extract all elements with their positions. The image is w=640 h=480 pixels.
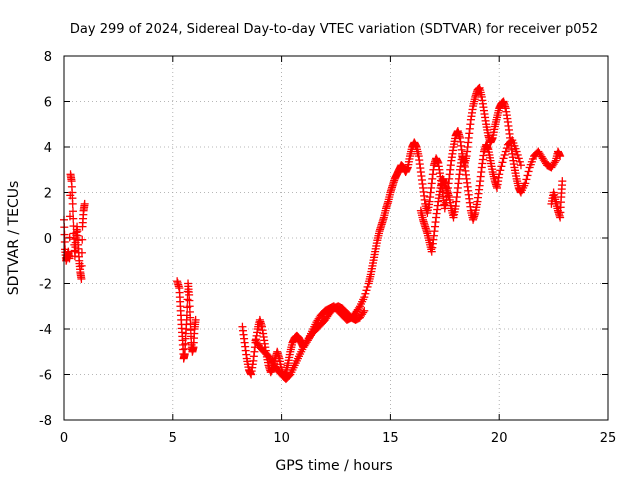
data-point <box>77 248 86 257</box>
chart-title: Day 299 of 2024, Sidereal Day-to-day VTE… <box>70 22 598 37</box>
data-point <box>68 207 77 216</box>
x-tick-label: 20 <box>491 431 508 446</box>
data-point <box>60 237 69 246</box>
data-points <box>60 83 567 384</box>
data-point <box>495 170 504 179</box>
data-point <box>524 167 533 176</box>
data-point <box>496 166 505 175</box>
data-point <box>521 179 530 188</box>
data-point <box>80 199 89 208</box>
data-point <box>515 157 524 166</box>
data-point <box>78 235 87 244</box>
y-axis-label: SDTVAR / TECUs <box>6 181 22 296</box>
y-tick-label: 2 <box>44 187 52 202</box>
data-point <box>522 175 531 184</box>
data-point <box>497 162 506 171</box>
data-point <box>363 282 372 291</box>
data-point <box>362 286 371 295</box>
data-point <box>360 293 369 302</box>
data-point <box>191 315 200 324</box>
data-point <box>77 261 86 270</box>
x-tick-label: 15 <box>382 431 399 446</box>
data-point <box>550 158 559 167</box>
data-point <box>65 254 74 263</box>
data-point <box>498 158 507 167</box>
y-tick-label: 4 <box>44 141 52 156</box>
data-point <box>523 171 532 180</box>
x-tick-label: 10 <box>273 431 290 446</box>
data-point <box>556 152 565 161</box>
data-point <box>361 289 370 298</box>
data-point <box>68 199 77 208</box>
x-axis-label: GPS time / hours <box>275 458 392 474</box>
data-point <box>77 274 86 283</box>
data-point <box>60 230 69 239</box>
data-point <box>500 150 509 159</box>
data-point <box>501 147 510 156</box>
y-tick-label: 0 <box>44 232 52 247</box>
data-point <box>514 154 523 163</box>
plot-frame <box>63 55 609 421</box>
data-point <box>502 144 511 153</box>
data-point <box>360 306 369 315</box>
data-point <box>558 177 567 186</box>
y-tick-label: 8 <box>44 50 52 65</box>
data-point <box>512 147 521 156</box>
data-point <box>359 308 368 317</box>
x-tick-label: 0 <box>60 431 68 446</box>
y-tick-label: -4 <box>39 323 52 338</box>
data-point <box>513 150 522 159</box>
grid-lines <box>64 56 608 420</box>
data-point <box>516 161 525 170</box>
y-tick-label: 6 <box>44 96 52 111</box>
y-tick-label: -6 <box>39 369 52 384</box>
y-tick-label: -8 <box>39 414 52 429</box>
data-point <box>499 154 508 163</box>
x-tick-label: 5 <box>169 431 177 446</box>
data-point <box>183 295 192 304</box>
tick-labels: 0 5 10 15 20 25 -8 -6 -4 -2 0 2 4 6 8 <box>39 50 616 446</box>
y-tick-label: -2 <box>39 278 52 293</box>
x-tick-label: 25 <box>600 431 617 446</box>
data-point <box>69 214 78 223</box>
